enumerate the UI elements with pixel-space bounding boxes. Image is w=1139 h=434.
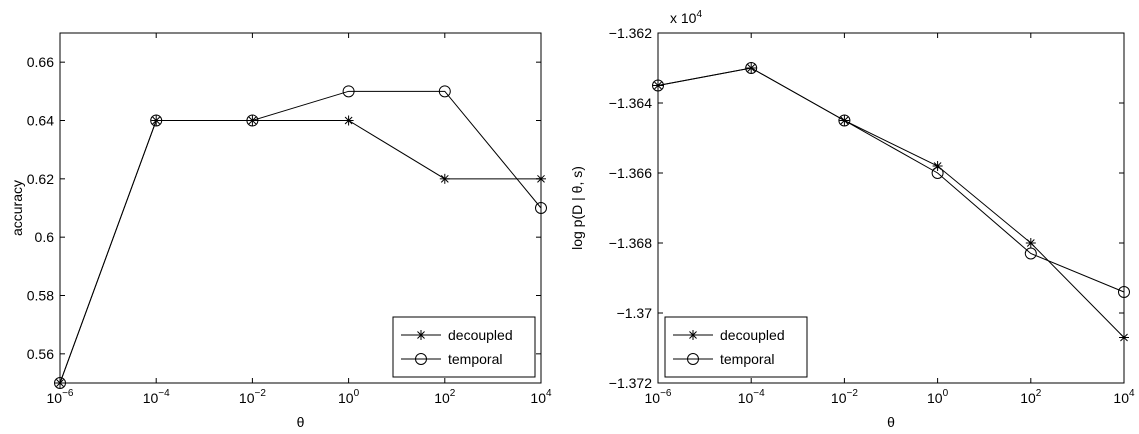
chart0-legend-label: decoupled [448, 327, 513, 343]
chart1-legend-label: decoupled [720, 327, 785, 343]
chart1-series-temporal-point [745, 62, 758, 74]
chart1-series-temporal-point [652, 79, 664, 92]
chart1-legend-box [664, 316, 808, 378]
chart1-legend: decoupled temporal [664, 316, 808, 378]
chart0-series-decoupled-point [343, 115, 354, 126]
chart0-series-temporal-point [342, 85, 355, 98]
chart1-series-temporal-line [657, 67, 1125, 293]
chart0-xtick-label: 10−6 [47, 388, 74, 406]
chart0-ytick-label: 0.62 [27, 171, 54, 187]
chart1-ylabel: log p(D | θ, s) [569, 166, 585, 250]
chart1-series-decoupled-point [1025, 238, 1036, 248]
chart0-legend-marker [415, 353, 427, 365]
chart1-ytick-label: −1.362 [609, 25, 652, 41]
chart1-series-decoupled-point [932, 161, 943, 171]
chart1-xtick-label: 10−4 [738, 388, 765, 406]
chart1-legend-label: temporal [720, 351, 774, 367]
chart1-xtick-label: 100 [927, 388, 949, 406]
chart1-series-temporal-point [838, 114, 851, 127]
chart0-legend: decoupled temporal [392, 316, 536, 378]
chart1-ytick-label: −1.366 [609, 165, 652, 181]
chart0-legend-box [392, 316, 536, 378]
chart0-ytick-label: 0.6 [35, 229, 55, 245]
chart1-xlabel: θ [887, 414, 895, 430]
chart0-series-temporal-point [246, 114, 259, 127]
chart0-series-temporal-point [150, 114, 163, 127]
chart1-series-decoupled-point [1119, 332, 1129, 343]
chart0-xlabel: θ [297, 414, 305, 430]
chart0-legend-marker [416, 330, 426, 340]
chart1-ytick-label: −1.364 [609, 95, 652, 111]
chart0-xtick-label: 100 [338, 388, 360, 406]
chart0-ylabel: accuracy [9, 180, 25, 236]
chart0-xtick-label: 10−2 [239, 388, 266, 406]
chart0-series-decoupled-point [536, 173, 546, 184]
chart0-xtick-label: 102 [434, 388, 456, 406]
chart0-ytick-label: 0.56 [27, 346, 54, 362]
chart1-series-temporal-point [1024, 247, 1037, 260]
chart0-ytick-label: 0.64 [27, 113, 54, 129]
chart0-ytick-label: 0.66 [27, 54, 54, 70]
chart0: 10−6 10−4 10−2 100 102 104 0.56 0.58 0.6 0.62 0.64… [9, 32, 552, 430]
chart0-ytick-label: 0.58 [27, 288, 54, 304]
chart0-xtick-label: 104 [530, 388, 552, 406]
chart1-y-multiplier: x 104 [670, 9, 702, 26]
chart0-series-temporal-line [59, 90, 542, 384]
chart1-xtick-label: 10−6 [645, 388, 672, 406]
chart1: 10−6 10−4 10−2 100 102 104 −1.372 −1.37 −1.368 −1… [569, 9, 1135, 430]
chart0-series-temporal-point [54, 377, 66, 389]
chart1-ytick-label: −1.372 [609, 375, 652, 391]
chart1-series-temporal-point [931, 167, 944, 179]
chart0-xtick-label: 10−4 [143, 388, 170, 406]
chart1-series-temporal-point [1118, 286, 1130, 298]
chart1-ytick-label: −1.368 [609, 235, 652, 251]
chart1-xtick-label: 10−2 [831, 388, 858, 406]
chart1-legend-marker [688, 330, 698, 340]
chart0-series-temporal-point [535, 202, 547, 214]
chart1-legend-marker [687, 353, 699, 365]
chart1-xtick-label: 104 [1113, 388, 1135, 406]
chart1-xtick-label: 102 [1020, 388, 1042, 406]
chart0-series-decoupled-point [439, 173, 450, 184]
chart0-series-temporal-point [438, 85, 451, 98]
chart1-ytick-label: −1.37 [617, 305, 653, 321]
chart0-legend-label: temporal [448, 351, 502, 367]
